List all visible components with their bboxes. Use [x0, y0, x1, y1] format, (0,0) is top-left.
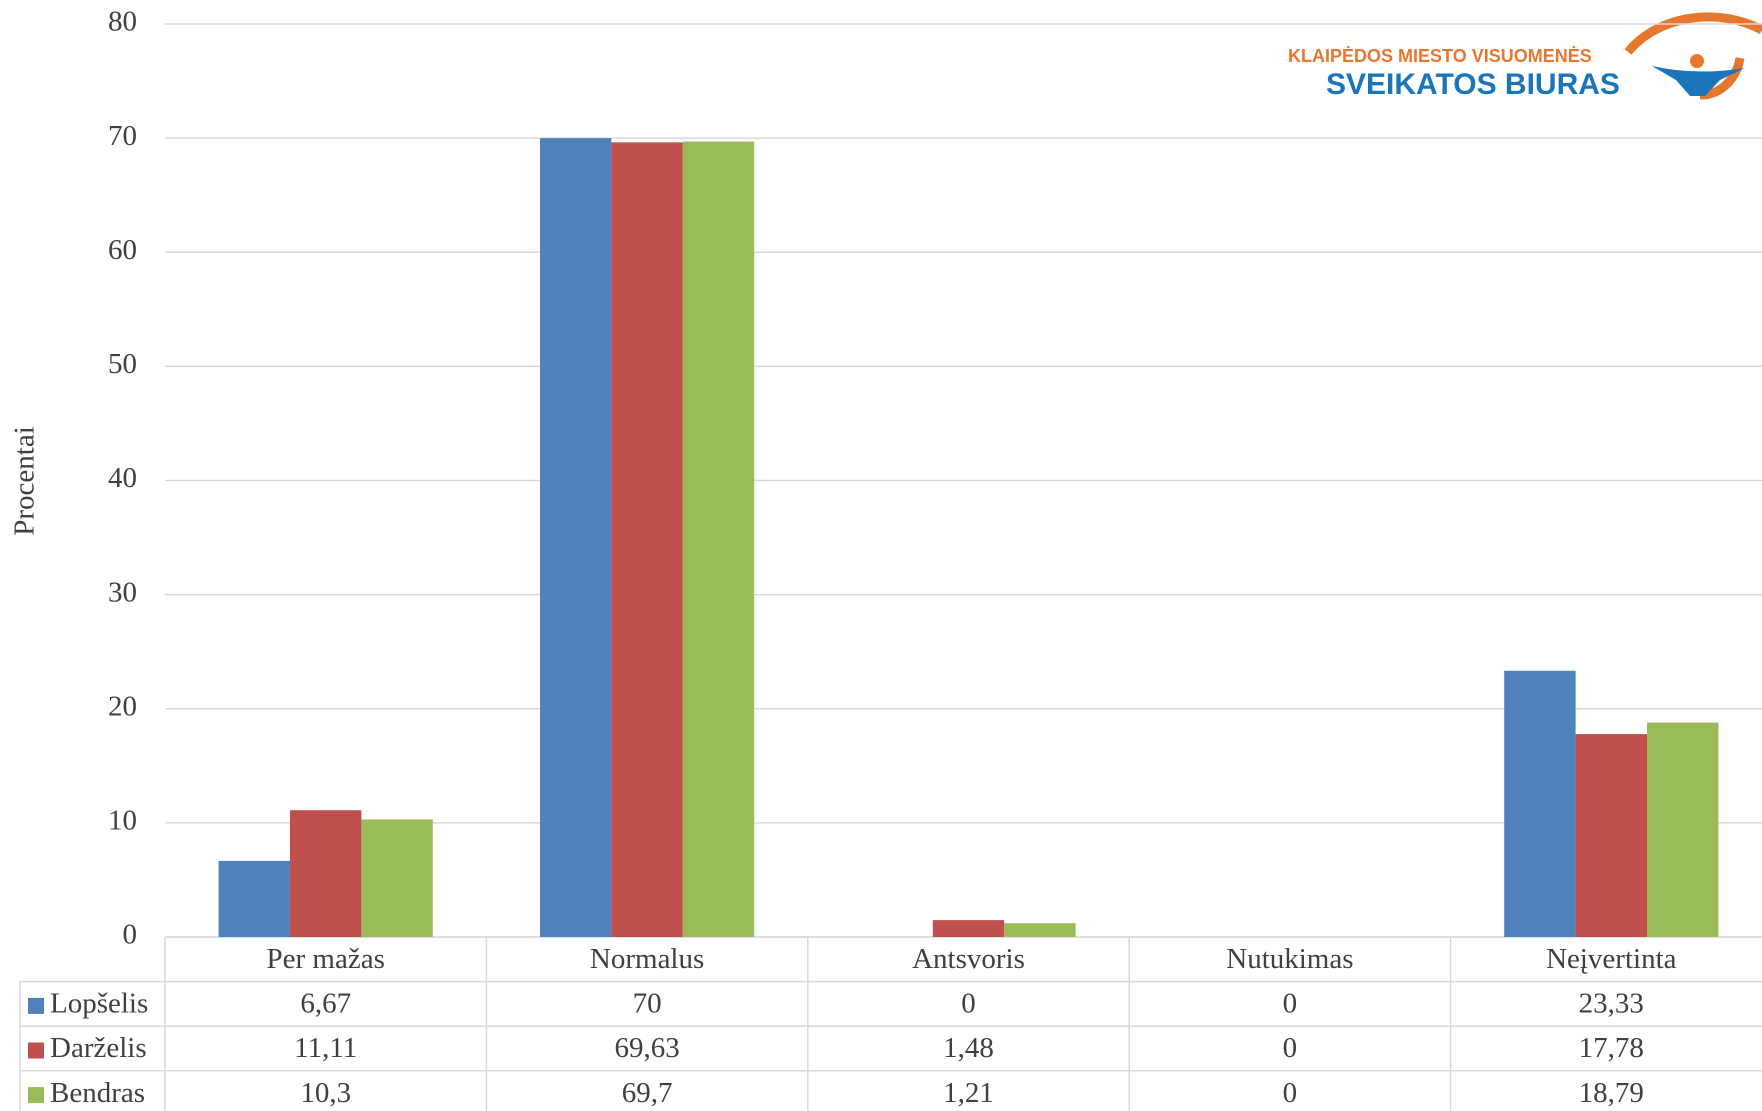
legend-label: Darželis	[50, 1032, 147, 1064]
y-tick-label: 60	[108, 234, 137, 266]
table-cell: 0	[1283, 988, 1298, 1020]
logo-figure	[1652, 66, 1745, 96]
bar	[682, 141, 755, 937]
bar	[1647, 722, 1719, 937]
bar	[1504, 670, 1576, 937]
bar	[218, 860, 290, 937]
x-tick-label: Antsvoris	[912, 943, 1025, 975]
y-tick-label: 30	[108, 576, 137, 608]
table-cell: 69,7	[622, 1077, 673, 1109]
y-axis-label: Procentai	[9, 426, 41, 536]
y-tick-label: 50	[108, 348, 137, 380]
x-tick-label: Nutukimas	[1226, 943, 1353, 975]
bar	[1004, 923, 1076, 937]
y-tick-label: 70	[108, 120, 137, 152]
y-tick-label: 40	[108, 462, 137, 494]
table-cell: 6,67	[300, 988, 351, 1020]
bar	[290, 810, 362, 937]
bar	[611, 142, 683, 937]
logo-arc	[1624, 12, 1762, 55]
table-cell: 23,33	[1579, 988, 1644, 1020]
table-cell: 11,11	[294, 1032, 357, 1064]
y-tick-label: 20	[108, 690, 137, 722]
legend-swatch	[28, 997, 44, 1014]
x-tick-label: Per mažas	[267, 943, 385, 975]
logo-text: SVEIKATOS BIURAS	[1326, 68, 1620, 101]
legend-swatch	[28, 1087, 44, 1104]
y-tick-label: 0	[123, 919, 138, 951]
x-tick-label: Neįvertinta	[1546, 943, 1677, 975]
y-tick-label: 80	[108, 6, 137, 38]
bar	[1575, 734, 1647, 937]
legend-swatch	[28, 1042, 44, 1059]
table-cell: 70	[633, 988, 662, 1020]
bar	[361, 819, 433, 937]
logo-text: KLAIPĖDOS MIESTO VISUOMENĖS	[1288, 46, 1592, 66]
table-cell: 1,21	[943, 1077, 994, 1109]
y-tick-label: 10	[108, 805, 137, 837]
legend-label: Lopšelis	[50, 988, 148, 1020]
table-cell: 18,79	[1579, 1077, 1644, 1109]
bar	[932, 920, 1005, 937]
legend-label: Bendras	[50, 1077, 145, 1109]
table-cell: 10,3	[300, 1077, 351, 1109]
logo-head	[1690, 54, 1704, 68]
logo: KLAIPĖDOS MIESTO VISUOMENĖS SVEIKATOS BI…	[1288, 12, 1762, 101]
table-cell: 69,63	[614, 1032, 679, 1064]
bar	[540, 138, 612, 937]
x-tick-label: Normalus	[590, 943, 704, 975]
table-cell: 0	[1283, 1077, 1298, 1109]
table-cell: 0	[1283, 1032, 1298, 1064]
table-cell: 1,48	[943, 1032, 994, 1064]
table-cell: 17,78	[1579, 1032, 1644, 1064]
table-cell: 0	[961, 988, 976, 1020]
